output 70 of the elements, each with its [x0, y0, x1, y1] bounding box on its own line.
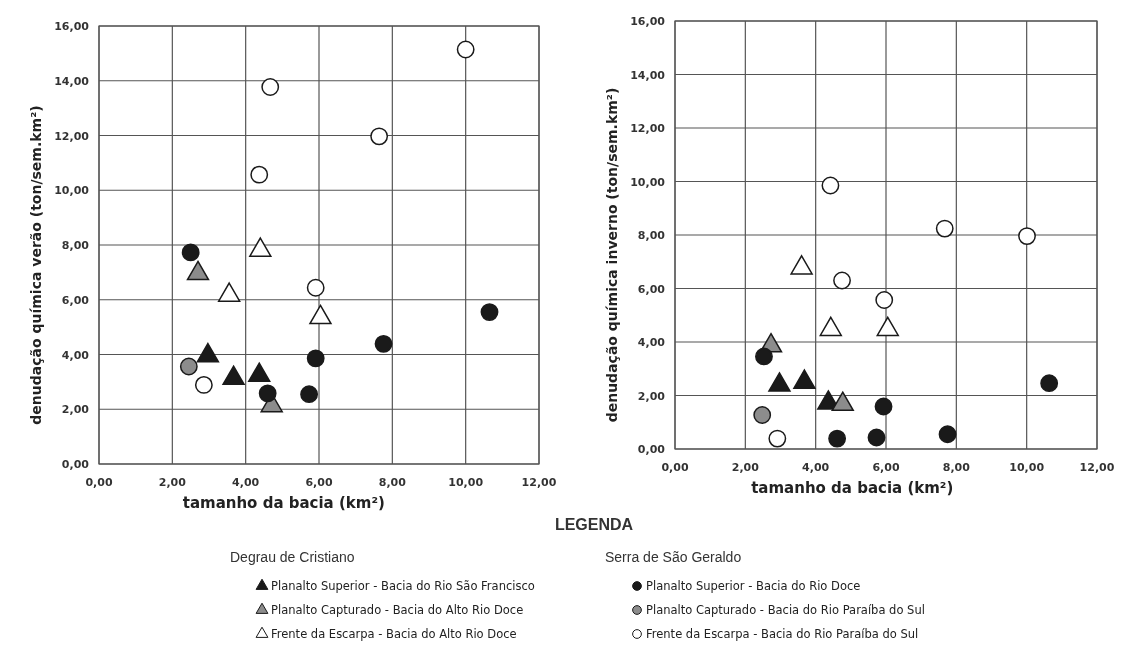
- x-tick-label: 2,00: [731, 461, 760, 474]
- point: [194, 375, 213, 394]
- y-tick-label: 10,00: [630, 175, 666, 189]
- x-tick-label: 6,00: [872, 461, 900, 474]
- x-tick-label: 2,00: [158, 476, 187, 489]
- point: [938, 425, 957, 444]
- y-tick-label: 14,00: [54, 74, 90, 88]
- legend-label: Frente da Escarpa - Bacia do Rio Paraíba do Sul: [646, 627, 919, 641]
- y-tick-label: 8,00: [637, 229, 666, 242]
- point: [306, 349, 325, 368]
- point: [261, 78, 280, 96]
- point: [306, 278, 325, 297]
- legend-label: Planalto Capturado - Bacia do Rio Paraíba do Sul: [646, 603, 925, 617]
- point: [258, 384, 277, 403]
- point: [1040, 374, 1059, 393]
- y-tick-label: 10,00: [54, 184, 90, 198]
- point: [480, 303, 499, 321]
- y-tick-label: 16,00: [54, 20, 90, 33]
- y-tick-label: 16,00: [630, 15, 666, 28]
- legend-label: Planalto Superior - Bacia do Rio São Francisco: [271, 579, 535, 593]
- text: Serra de São Geraldo: [605, 549, 742, 565]
- y-tick-label: 12,00: [54, 129, 90, 143]
- x-tick-label: 12,00: [521, 476, 557, 489]
- point: [300, 385, 319, 404]
- y-axis-title: denudação química inverno (ton/sem.km²): [604, 87, 620, 423]
- legend-label: Planalto Superior - Bacia do Rio Doce: [646, 579, 861, 593]
- point: [456, 40, 475, 59]
- point: [370, 127, 389, 146]
- point: [935, 219, 954, 238]
- y-tick-label: 4,00: [61, 348, 90, 362]
- x-tick-label: 6,00: [305, 476, 333, 489]
- x-tick-label: 12,00: [1079, 461, 1115, 474]
- point: [753, 406, 772, 424]
- x-axis-title: tamanho da bacia (km²): [751, 479, 954, 497]
- y-tick-label: 14,00: [630, 68, 666, 82]
- y-tick-label: 4,00: [637, 336, 666, 349]
- legend-label: Frente da Escarpa - Bacia do Alto Rio Doce: [271, 627, 517, 641]
- x-tick-label: 8,00: [378, 476, 407, 489]
- point: [250, 165, 269, 184]
- point: [875, 291, 894, 309]
- x-tick-label: 4,00: [232, 476, 260, 489]
- point: [874, 397, 893, 416]
- y-tick-label: 6,00: [61, 293, 90, 307]
- point: [867, 428, 886, 447]
- point: [755, 347, 773, 366]
- point: [828, 429, 847, 448]
- y-tick-label: 2,00: [61, 403, 90, 417]
- point: [181, 243, 200, 262]
- y-tick-label: 2,00: [637, 389, 666, 403]
- x-tick-label: 0,00: [85, 476, 113, 489]
- legend-label: Planalto Capturado - Bacia do Alto Rio Doce: [271, 603, 524, 617]
- x-axis-title: tamanho da bacia (km²): [182, 494, 385, 512]
- x-tick-label: 4,00: [802, 461, 830, 474]
- point: [768, 429, 787, 448]
- x-tick-label: 10,00: [1009, 461, 1045, 474]
- y-tick-label: 6,00: [637, 282, 666, 296]
- x-tick-label: 0,00: [661, 461, 689, 474]
- point: [374, 334, 393, 353]
- y-axis-title: denudação química verão (ton/sem.km²): [28, 105, 44, 425]
- point: [179, 357, 198, 376]
- text: Degrau de Cristiano: [230, 549, 355, 565]
- y-tick-label: 8,00: [61, 239, 90, 252]
- point: [833, 271, 851, 290]
- x-tick-label: 10,00: [448, 476, 484, 489]
- legend-title: LEGENDA: [554, 516, 634, 533]
- point: [821, 176, 840, 195]
- y-tick-label: 0,00: [637, 443, 666, 456]
- y-tick-label: 12,00: [630, 122, 666, 135]
- x-tick-label: 8,00: [942, 461, 971, 474]
- point: [1018, 227, 1036, 245]
